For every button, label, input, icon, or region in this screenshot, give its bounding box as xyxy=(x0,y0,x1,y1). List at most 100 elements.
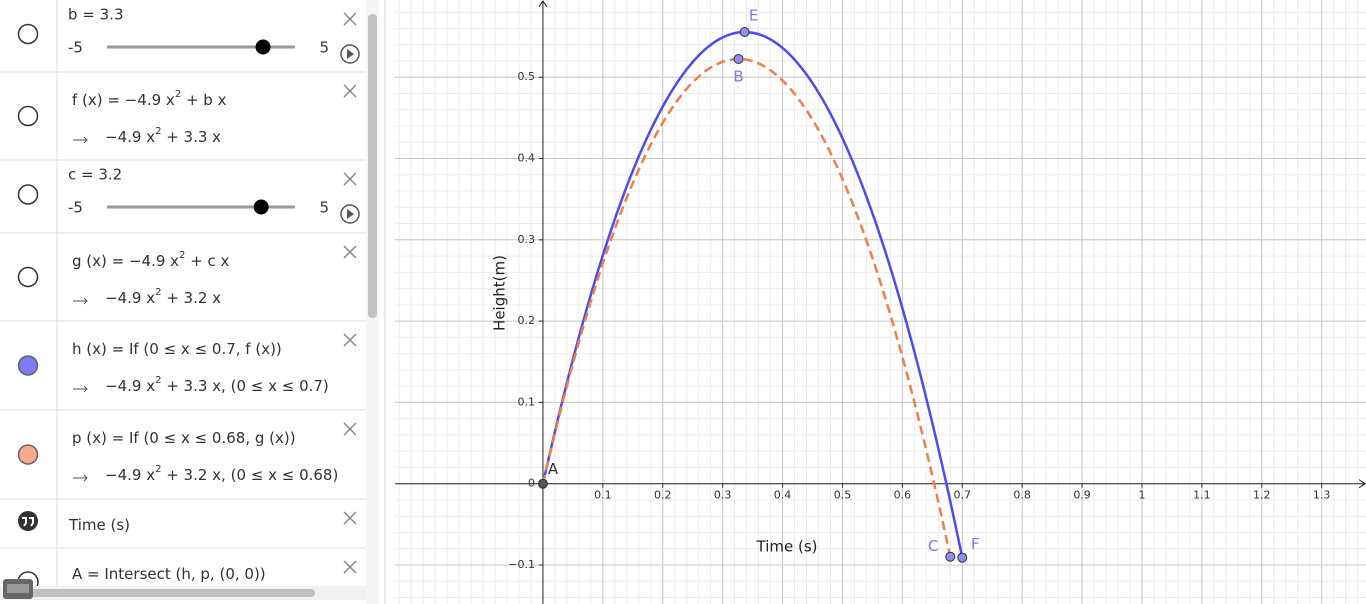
text-segment: + 3.3 x xyxy=(161,128,221,146)
text-segment: p (x) = If (0 ≤ x ≤ 0.68, g (x)) xyxy=(72,429,296,447)
result-arrow xyxy=(73,297,88,305)
y-tick-label: 0.4 xyxy=(517,152,535,165)
point-label: A xyxy=(548,460,559,478)
text-segment: + b x xyxy=(181,91,226,109)
text-segment: + 3.2 x xyxy=(161,289,221,307)
scrollbar-thumb[interactable] xyxy=(368,14,377,318)
function-curve xyxy=(541,57,952,557)
quote-glyph xyxy=(22,517,34,527)
point-label: F xyxy=(971,535,980,553)
visibility-toggle[interactable] xyxy=(17,105,39,127)
result: −4.9 x2 + 3.2 x xyxy=(105,287,221,307)
slider-min: -5 xyxy=(68,199,83,217)
point-label: B xyxy=(733,68,743,86)
delete-button[interactable] xyxy=(343,511,357,525)
algebra-row[interactable]: g (x) = −4.9 x2 + c x−4.9 x2 + 3.2 x xyxy=(0,233,366,322)
superscript: 2 xyxy=(155,287,161,298)
point xyxy=(733,54,744,65)
text-segment: + 3.2 x, (0 ≤ x ≤ 0.68) xyxy=(161,466,338,484)
definition: Time (s) xyxy=(68,516,130,534)
algebra-row[interactable]: p (x) = If (0 ≤ x ≤ 0.68, g (x)) −4.9 x2 … xyxy=(0,410,366,500)
x-axis-label: Time (s) xyxy=(756,538,818,556)
text-segment: g (x) = −4.9 x xyxy=(72,252,179,270)
x-tick-label: 1 xyxy=(1138,489,1145,502)
graphics-view: 0.1 0.2 0.3 0.4 0.5 0.6 0.7 0.8 0.9 1 1.1 1.2 1.3 −0.… xyxy=(395,0,1366,604)
y-tick-label: −0.1 xyxy=(508,558,535,571)
y-tick-label: 0.2 xyxy=(517,314,535,327)
text-segment: A = Intersect (h, p, (0, 0)) xyxy=(72,565,266,583)
definition: A = Intersect (h, p, (0, 0)) xyxy=(72,565,266,583)
visibility-toggle[interactable] xyxy=(17,184,39,205)
superscript: 2 xyxy=(155,126,161,137)
text-segment: Time (s) xyxy=(68,516,130,534)
visibility-toggle[interactable] xyxy=(17,23,39,45)
text-icon xyxy=(18,511,38,531)
x-tick-label: 0.3 xyxy=(714,489,732,502)
superscript: 2 xyxy=(175,89,181,100)
divider xyxy=(379,0,395,604)
superscript: 2 xyxy=(179,250,185,261)
point xyxy=(957,552,968,563)
slider-min: -5 xyxy=(68,39,83,57)
delete-button[interactable] xyxy=(343,172,357,186)
text-segment: + 3.3 x, (0 ≤ x ≤ 0.7) xyxy=(161,377,328,395)
slider-label: b = 3.3 xyxy=(68,6,123,24)
text-segment: −4.9 x xyxy=(105,377,155,395)
text-segment: + c x xyxy=(185,252,229,270)
play-glyph xyxy=(347,49,354,59)
slider-max: 5 xyxy=(319,199,329,217)
delete-button[interactable] xyxy=(343,560,357,574)
x-tick-label: 0.5 xyxy=(834,489,852,502)
algebra-row[interactable]: b = 3.3 -5 5 xyxy=(0,0,366,73)
x-tick-label: 0.8 xyxy=(1013,489,1031,502)
result: −4.9 x2 + 3.2 x, (0 ≤ x ≤ 0.68) xyxy=(105,464,338,484)
definition: g (x) = −4.9 x2 + c x xyxy=(72,250,230,270)
y-axis-arrow xyxy=(538,0,548,8)
y-axis-label: Height(m) xyxy=(491,255,509,331)
x-tick-label: 0.1 xyxy=(594,489,612,502)
x-tick-label: 0.9 xyxy=(1073,489,1091,502)
slider-knob[interactable] xyxy=(253,199,269,215)
h-scrollbar-thumb[interactable] xyxy=(30,589,315,597)
x-tick-label: 0.7 xyxy=(954,489,972,502)
y-tick-label: 0.1 xyxy=(517,395,535,408)
point xyxy=(945,551,956,562)
function-curve xyxy=(541,30,964,558)
x-tick-label: 1.1 xyxy=(1193,489,1211,502)
keyboard-button[interactable] xyxy=(3,579,33,599)
visibility-toggle[interactable] xyxy=(17,355,39,376)
y-tick-label: 0.5 xyxy=(517,70,535,83)
x-tick-label: 0.6 xyxy=(894,489,912,502)
delete-button[interactable] xyxy=(343,245,357,259)
point xyxy=(739,27,750,38)
text-segment: −4.9 x xyxy=(105,289,155,307)
x-axis-arrow xyxy=(1358,479,1366,489)
delete-button[interactable] xyxy=(343,333,357,347)
slider-max: 5 xyxy=(319,39,329,57)
visibility-toggle[interactable] xyxy=(17,444,39,465)
algebra-view: b = 3.3-5 5f (x) = −4.9 x2 + b x−4.9 x2 +… xyxy=(0,0,366,599)
text-segment: −4.9 x xyxy=(105,128,155,146)
definition: p (x) = If (0 ≤ x ≤ 0.68, g (x)) xyxy=(72,429,296,447)
algebra-row[interactable]: f (x) = −4.9 x2 + b x−4.9 x2 + 3.3 x xyxy=(0,72,366,161)
point-label: E xyxy=(749,7,758,25)
algebra-row[interactable]: c = 3.2 -5 5 xyxy=(0,160,366,234)
result-arrow xyxy=(73,474,88,482)
result: −4.9 x2 + 3.3 x, (0 ≤ x ≤ 0.7) xyxy=(105,375,329,395)
algebra-row[interactable]: Time (s) xyxy=(0,499,366,549)
x-tick-label: 1.2 xyxy=(1253,489,1271,502)
x-tick-label: 0.4 xyxy=(774,489,792,502)
point-label: C xyxy=(928,537,938,555)
slider-knob[interactable] xyxy=(255,39,271,55)
visibility-toggle[interactable] xyxy=(17,266,39,288)
algebra-row[interactable]: h (x) = If (0 ≤ x ≤ 0.7, f (x)) −4.9 x2 +… xyxy=(0,321,366,411)
result: −4.9 x2 + 3.3 x xyxy=(105,126,221,146)
definition: h (x) = If (0 ≤ x ≤ 0.7, f (x)) xyxy=(72,340,282,358)
result-arrow xyxy=(73,136,88,144)
delete-button[interactable] xyxy=(343,422,357,436)
delete-button[interactable] xyxy=(343,12,357,26)
definition: f (x) = −4.9 x2 + b x xyxy=(72,89,227,109)
delete-button[interactable] xyxy=(343,84,357,98)
